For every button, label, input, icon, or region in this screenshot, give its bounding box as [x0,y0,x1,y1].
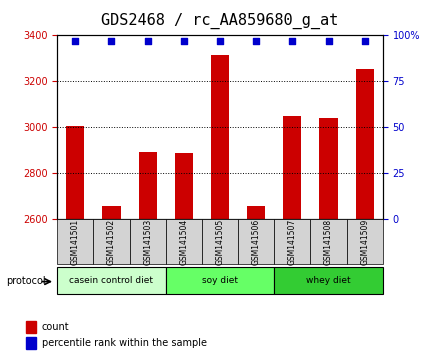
Text: GSM141509: GSM141509 [360,218,369,265]
Bar [103,206,121,219]
Bar [166,267,274,294]
Bar [238,219,274,264]
Bar [57,267,166,294]
Text: percentile rank within the sample: percentile rank within the sample [42,338,207,348]
Text: protocol: protocol [7,276,46,286]
Bar [283,116,301,219]
Bar [57,219,93,264]
Bar [202,219,238,264]
Text: GSM141501: GSM141501 [71,218,80,265]
Bar [356,69,374,219]
Bar [274,267,383,294]
Text: GDS2468 / rc_AA859680_g_at: GDS2468 / rc_AA859680_g_at [101,12,339,29]
Text: GSM141504: GSM141504 [180,218,188,265]
Text: whey diet: whey diet [306,276,351,285]
Point [325,38,332,44]
Bar [274,219,311,264]
Point [144,38,151,44]
Bar [129,219,166,264]
Text: GSM141502: GSM141502 [107,218,116,265]
Bar [139,152,157,219]
Bar [93,219,129,264]
Point [108,38,115,44]
Bar [66,126,84,219]
Bar [311,219,347,264]
Point [216,38,224,44]
Bar [319,118,337,219]
Bar [175,153,193,219]
Bar [26,337,36,349]
Point [361,38,368,44]
Point [72,38,79,44]
Bar [347,219,383,264]
Point [253,38,260,44]
Bar [166,219,202,264]
Text: GSM141505: GSM141505 [216,218,224,265]
Point [289,38,296,44]
Text: GSM141508: GSM141508 [324,218,333,265]
Bar [247,206,265,219]
Text: GSM141503: GSM141503 [143,218,152,265]
Text: GSM141506: GSM141506 [252,218,260,265]
Text: count: count [42,322,70,332]
Point [180,38,187,44]
Text: soy diet: soy diet [202,276,238,285]
Bar [26,321,36,333]
Text: casein control diet: casein control diet [70,276,154,285]
Text: GSM141507: GSM141507 [288,218,297,265]
Bar [211,55,229,219]
